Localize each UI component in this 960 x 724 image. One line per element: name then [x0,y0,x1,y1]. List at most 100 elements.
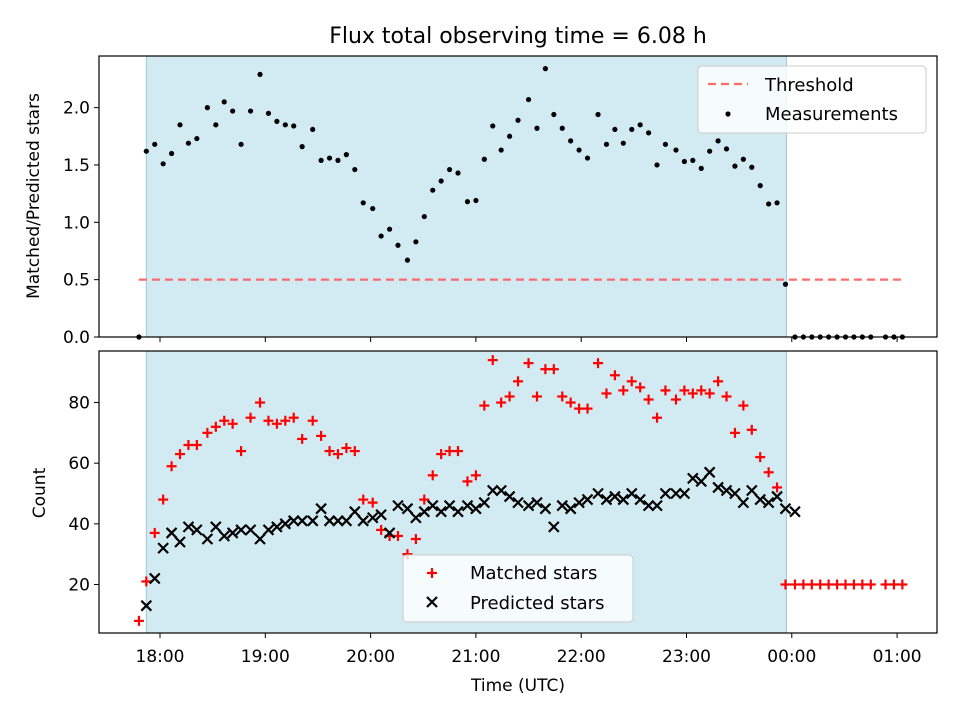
matched-star-point [660,385,671,396]
predicted-star-point [218,530,231,542]
matched-star-point [806,579,817,590]
predicted-star-point [503,490,516,503]
x-tick-label: 18:00 [136,647,185,667]
x-axis-label: Time (UTC) [470,676,565,696]
predicted-stars-series [140,466,801,612]
matched-star-point [191,440,202,450]
predicted-star-point [573,496,585,509]
matched-star-point [696,385,707,396]
matched-star-point [236,446,247,457]
predicted-star-point [140,599,153,612]
predicted-star-point [174,536,186,548]
measurement-point [194,135,200,142]
predicted-star-point [746,484,758,497]
predicted-star-point [191,524,203,536]
matched-star-point [729,427,740,438]
measurement-point [395,242,401,248]
matched-star-point [865,579,876,590]
matched-star-point [670,394,681,405]
measurement-point [690,157,696,163]
measurement-point [265,110,272,116]
measurement-point [430,187,436,193]
predicted-star-point [271,521,283,533]
measurement-point [481,156,487,162]
predicted-star-point [148,572,161,585]
measurement-point [715,138,721,144]
measurement-point [221,99,227,105]
predicted-star-point [512,496,524,509]
matched-star-point [652,412,663,423]
measurement-point [310,126,316,133]
matched-star-point [574,403,585,414]
matched-star-point [133,615,144,626]
predicted-star-point [401,502,414,515]
top-y-axis-label: Matched/Predicted stars [24,93,44,299]
predicted-star-point [296,515,308,527]
matched-star-point [427,470,438,481]
measurement-point [732,163,738,169]
measurement-point [595,111,601,118]
matched-star-point [141,576,152,587]
measurement-point [177,122,183,128]
measurement-point [774,200,780,206]
bottom-y-tick-label: 60 [68,454,90,474]
predicted-star-point [306,515,319,527]
bottom-legend: Matched stars Predicted stars [402,554,634,623]
predicted-star-point [486,484,499,497]
measurement-point [168,150,175,157]
matched-stars-legend-swatch [427,568,437,578]
matched-star-point [897,579,908,590]
measurement-point [386,226,393,232]
measurement-point [707,148,713,154]
matched-star-point [504,391,515,402]
predicted-star-point [712,481,724,494]
predicted-stars-legend-label: Predicted stars [470,593,604,614]
measurement-point [446,166,453,173]
matched-star-point [376,524,387,535]
predicted-star-point [678,487,691,500]
measurement-point [160,161,166,167]
top-y-tick-label: 0.5 [63,271,90,291]
matched-star-point [679,385,690,396]
predicted-star-point [244,524,257,536]
matched-star-point [823,579,834,590]
measurement-point [490,123,496,129]
matched-star-point [444,446,455,457]
measurement-point [274,118,280,124]
measurement-point [230,108,236,114]
matched-star-point [523,358,534,369]
measurement-point [654,162,660,168]
matched-stars-series [133,355,908,626]
predicted-star-point [592,487,604,500]
measurement-point [766,201,772,207]
matched-star-point [496,397,507,408]
predicted-star-point [617,493,630,506]
measurement-point [247,108,254,114]
matched-star-point [175,449,186,460]
measurement-point [498,147,504,153]
measurement-point [404,257,411,263]
top-observing-span [145,55,788,338]
measurements-series [136,66,905,340]
matched-star-point [255,397,266,408]
predicted-star-point [357,515,370,527]
top-axes: 0.0 0.5 1.0 1.5 2.0 [63,55,938,348]
measurement-point [584,155,591,161]
predicted-star-point [340,515,353,527]
matched-star-point [470,470,481,481]
measurement-point [204,105,210,111]
matched-star-point [419,494,430,505]
measurement-point [645,130,652,136]
measurement-point [681,158,687,165]
predicted-star-point [564,502,577,515]
matched-star-point [158,494,169,505]
matched-star-point [840,579,851,590]
x-tick-label: 19:00 [241,647,290,667]
matched-star-point [227,418,238,429]
matched-star-point [487,355,498,366]
predicted-star-point [210,521,222,533]
matched-star-point [746,424,757,435]
measurement-point [299,144,305,150]
measurement-point [143,148,149,154]
